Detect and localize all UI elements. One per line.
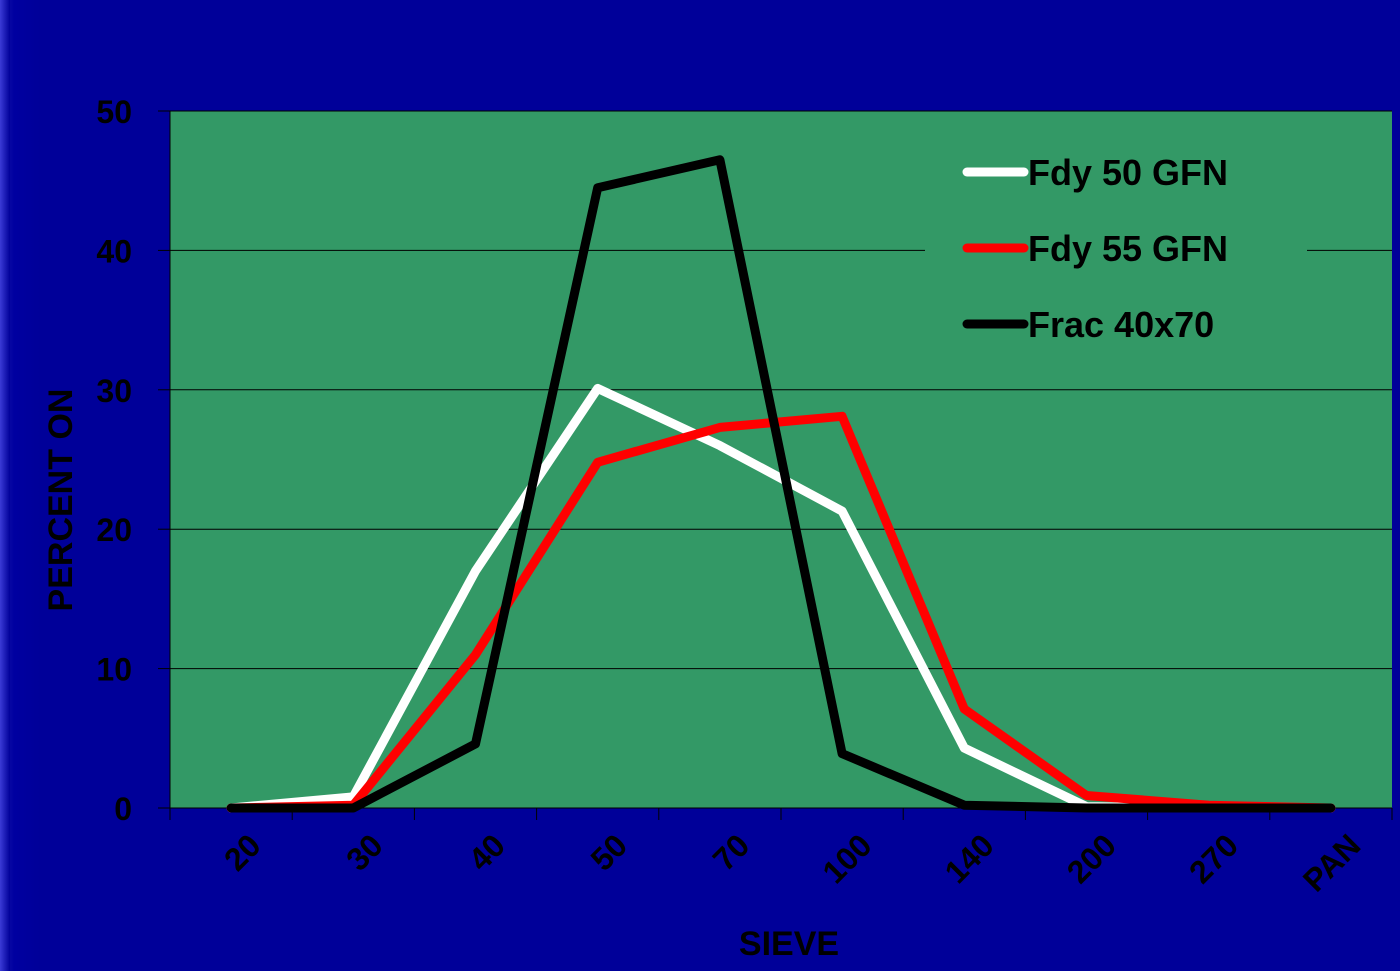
- slide-left-edge: [0, 0, 10, 971]
- x-tick-label: 50: [584, 827, 635, 878]
- y-tick-label: 30: [96, 373, 132, 409]
- x-tick-label: 200: [1060, 827, 1123, 890]
- y-axis-ticks: 0 10 20 30 40 50: [96, 94, 170, 827]
- y-tick-label: 0: [114, 791, 132, 827]
- y-axis-title: PERCENT ON: [42, 389, 80, 612]
- series-line: [226, 411, 1336, 813]
- series-lines: [226, 155, 1336, 813]
- legend: Fdy 50 GFN Fdy 55 GFN Frac 40x70: [925, 140, 1307, 366]
- x-axis-ticks: 20 30 40 50 70 100 140 200 270 PAN: [169, 808, 1393, 899]
- y-tick-label: 10: [96, 652, 132, 688]
- series-line: [226, 155, 1336, 813]
- x-tick-label: 40: [461, 827, 512, 878]
- x-tick-label: 270: [1182, 827, 1245, 890]
- y-tick-label: 50: [96, 94, 132, 130]
- x-tick-label: 100: [815, 827, 878, 890]
- legend-label: Frac 40x70: [1028, 304, 1214, 345]
- x-tick-label: 70: [706, 827, 757, 878]
- x-axis-title: SIEVE: [739, 925, 839, 963]
- y-tick-label: 40: [96, 233, 132, 269]
- x-tick-label: PAN: [1296, 827, 1368, 899]
- legend-label: Fdy 50 GFN: [1028, 152, 1228, 193]
- legend-label: Fdy 55 GFN: [1028, 228, 1228, 269]
- y-tick-label: 20: [96, 512, 132, 548]
- x-tick-label: 140: [938, 827, 1001, 890]
- x-tick-label: 20: [217, 827, 268, 878]
- x-tick-label: 30: [339, 827, 390, 878]
